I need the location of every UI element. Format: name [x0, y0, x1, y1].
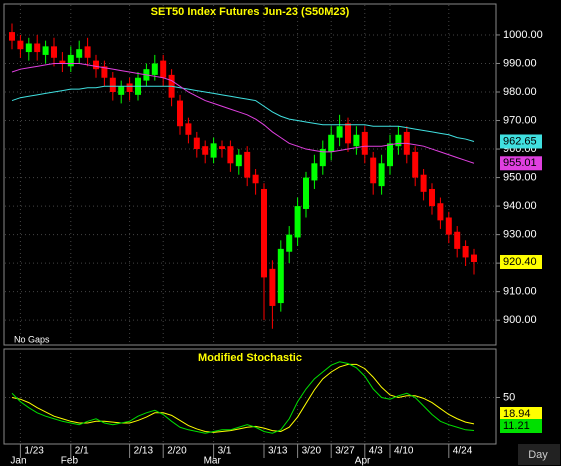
candle-body: [429, 188, 435, 207]
x-tick-label: 2/13: [134, 446, 154, 457]
y-tick-label: 950.00: [503, 171, 537, 183]
candle-body: [227, 146, 234, 164]
unit-box: [518, 444, 560, 465]
x-tick-label: 3/20: [302, 446, 322, 457]
y-tick-label: 50: [503, 391, 515, 403]
stochastic-line: [11, 361, 475, 434]
candle-body: [9, 32, 15, 41]
candle-body: [345, 123, 351, 144]
y-tick-label: 970.00: [503, 114, 537, 126]
candle-body: [67, 54, 74, 67]
x-unit: Day: [528, 449, 548, 461]
candle-body: [42, 46, 49, 55]
candle-body: [395, 134, 402, 147]
candle-body: [261, 188, 267, 278]
y-tick-label: 990.00: [503, 57, 537, 69]
last-value-label-box: [500, 134, 542, 149]
candle-body: [76, 49, 83, 58]
last-value-label: 962.65: [503, 135, 537, 147]
candle-body: [454, 231, 461, 249]
candle-body: [269, 268, 276, 306]
candle-body: [311, 163, 318, 181]
y-tick-label: 1000.00: [503, 29, 543, 41]
candle-body: [471, 254, 477, 262]
candle-body: [286, 234, 293, 252]
last-value-label-box: [500, 156, 542, 171]
candle-body: [101, 66, 108, 78]
month-label: Apr: [355, 456, 371, 466]
candle-body: [93, 60, 99, 70]
x-tick-label: 4/3: [369, 446, 383, 457]
moving-average: [11, 85, 475, 142]
x-tick-label: 3/13: [268, 446, 288, 457]
x-tick-label: 1/23: [24, 446, 44, 457]
x-tick-label: 4/24: [453, 446, 473, 457]
candle-body: [25, 43, 32, 53]
last-value-label: 11.21: [503, 420, 530, 432]
x-tick-label: 3/1: [218, 446, 232, 457]
candle-body: [193, 137, 200, 150]
candle-body: [244, 151, 251, 178]
y-tick-label: 910.00: [503, 286, 537, 298]
candle-body: [420, 174, 427, 192]
candle-body: [294, 206, 301, 238]
moving-average: [11, 62, 475, 164]
last-value-label-box: [500, 407, 542, 421]
candle-body: [328, 134, 335, 152]
stochastic-line: [11, 363, 475, 433]
last-value-label-box: [500, 419, 542, 433]
x-tick-label: 2/1: [75, 446, 89, 457]
candle-body: [353, 134, 360, 147]
candle-body: [336, 126, 343, 138]
x-tick-label: 3/27: [335, 446, 355, 457]
panel-title: Modified Stochastic: [198, 352, 302, 364]
candle-body: [277, 248, 284, 304]
y-tick-label: 940.00: [503, 200, 537, 212]
candle-body: [185, 123, 192, 135]
candle-body: [378, 163, 385, 187]
candle-body: [151, 63, 158, 75]
candle-body: [303, 177, 309, 209]
candle-body: [361, 131, 368, 155]
month-label: Feb: [61, 456, 79, 466]
candle-body: [210, 143, 217, 158]
candle-body: [17, 40, 24, 50]
candle-body: [84, 46, 91, 58]
candle-body: [252, 174, 259, 184]
candle-body: [34, 43, 41, 53]
candle-body: [462, 246, 469, 258]
last-value-label: 18.94: [503, 408, 531, 420]
candle-body: [370, 157, 377, 184]
y-tick-label: 900.00: [503, 314, 537, 326]
candle-body: [445, 217, 452, 235]
x-tick-label: 2/20: [167, 446, 187, 457]
candle-body: [126, 83, 133, 92]
x-tick-label: 4/10: [394, 446, 414, 457]
last-close-label: 920.40: [503, 256, 537, 268]
month-label: Mar: [204, 456, 222, 466]
candle-body: [51, 46, 57, 58]
candle-body: [219, 146, 225, 150]
y-tick-label: 980.00: [503, 86, 537, 98]
y-tick-label: 930.00: [503, 229, 537, 241]
candle-body: [202, 146, 209, 155]
candle-body: [160, 60, 167, 78]
month-label: Jan: [10, 456, 26, 466]
last-value-label: 955.01: [503, 157, 537, 169]
candle-body: [59, 60, 66, 64]
chart-title: SET50 Index Futures Jun-23 (S50M23): [151, 6, 350, 18]
candle-body: [412, 151, 419, 178]
candle-body: [177, 100, 183, 127]
candle-body: [319, 149, 326, 167]
candle-body: [118, 86, 125, 95]
candle-body: [235, 154, 242, 167]
note: No Gaps: [14, 334, 50, 344]
candle-body: [109, 77, 116, 92]
candle-body: [437, 203, 444, 221]
candle-body: [387, 143, 393, 167]
last-close-label-box: [500, 254, 542, 269]
